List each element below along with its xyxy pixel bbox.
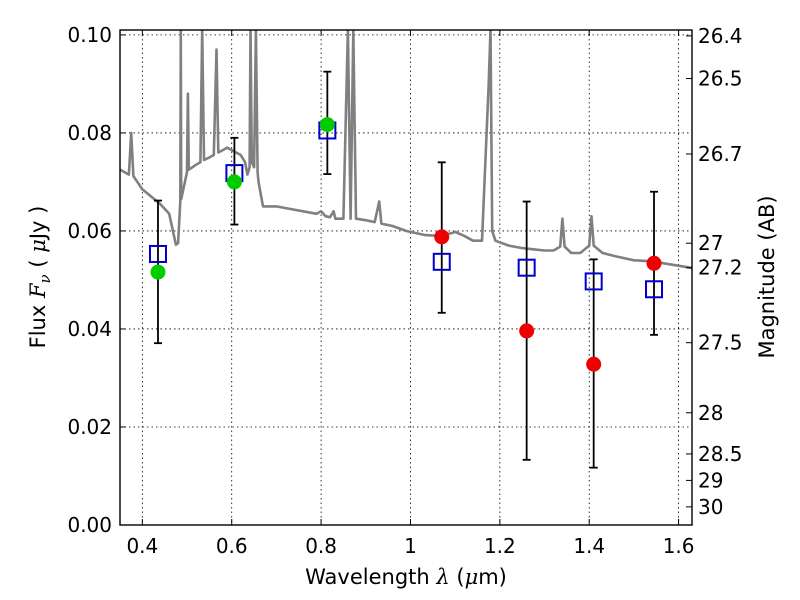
model-square-marker: [517, 258, 536, 277]
model-square-marker: [584, 272, 603, 291]
mag-tick-label: 26.5: [698, 67, 743, 91]
x-tick-label: 0.8: [305, 534, 337, 558]
x-tick-label: 1: [404, 534, 417, 558]
photometry-point: [646, 255, 662, 271]
photometry-point: [319, 117, 335, 133]
mag-tick-label: 28: [698, 401, 723, 425]
mag-tick-label: 28.5: [698, 442, 743, 466]
data-markers: [148, 117, 664, 372]
y-tick-label: 0.06: [67, 219, 112, 243]
right-axis-title: Magnitude (AB): [755, 195, 779, 358]
y-tick-label: 0.10: [67, 23, 112, 47]
photometry-point: [434, 229, 450, 245]
model-spectrum: [120, 30, 692, 270]
model-square-marker: [148, 244, 167, 263]
y-tick-label: 0.02: [67, 415, 112, 439]
model-square-marker: [645, 280, 664, 299]
mag-tick-label: 26.4: [698, 24, 743, 48]
photometry-point: [150, 264, 166, 280]
mag-tick-label: 27.2: [698, 256, 743, 280]
x-axis-title: Wavelength λ (μm): [305, 565, 507, 589]
x-tick-label: 1.2: [484, 534, 516, 558]
x-tick-label: 0.4: [126, 534, 158, 558]
y-tick-label: 0.08: [67, 121, 112, 145]
y-axis-title: Flux Fν ( μJy ): [26, 206, 54, 349]
y-tick-label: 0.04: [67, 317, 112, 341]
mag-tick-label: 26.7: [698, 142, 743, 166]
spectrum-line: [120, 30, 692, 270]
photometry-point: [586, 356, 602, 372]
plot-background: [120, 30, 692, 525]
x-tick-label: 1.4: [573, 534, 605, 558]
x-tick-label: 0.6: [216, 534, 248, 558]
photometry-point: [226, 174, 242, 190]
plot-frame: [119, 29, 693, 526]
photometry-point: [519, 323, 535, 339]
y-tick-label: 0.00: [67, 513, 112, 537]
mag-tick-label: 27.5: [698, 331, 743, 355]
mag-tick-label: 29: [698, 468, 723, 492]
axis-tick-labels: 0.4 0.6 0.8 1 1.2 1.4 1.6 0.00 0.02 0.04 0.06 0.08 0…: [67, 23, 742, 558]
mag-tick-label: 30: [698, 495, 723, 519]
mag-tick-label: 27: [698, 231, 723, 255]
x-tick-label: 1.6: [663, 534, 695, 558]
axis-ticks: [120, 30, 692, 526]
model-square-marker: [432, 252, 451, 271]
